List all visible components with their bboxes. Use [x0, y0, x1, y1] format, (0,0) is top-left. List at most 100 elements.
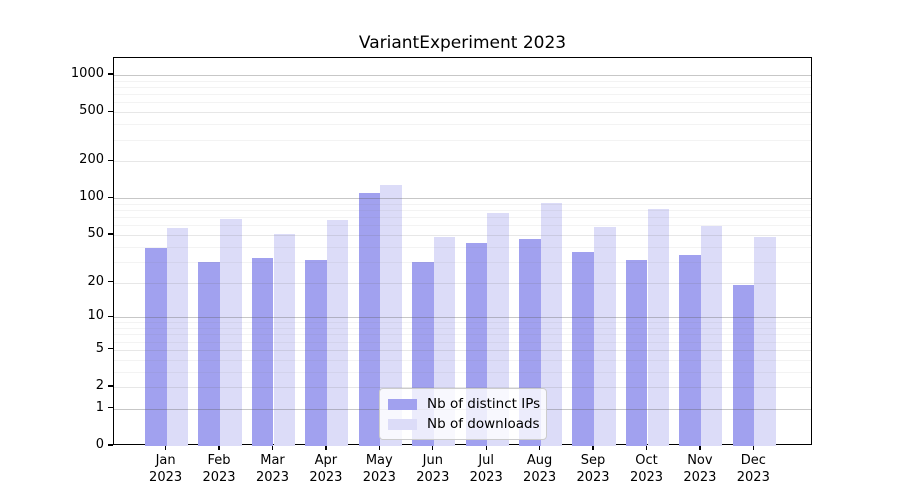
minor-gridline-8 — [114, 328, 811, 329]
x-tick-mark-jul — [485, 445, 487, 450]
legend-label-nb-of-downloads: Nb of downloads — [427, 416, 540, 432]
chart-title: VariantExperiment 2023 — [358, 33, 567, 53]
y-tick-mark-100 — [108, 196, 113, 198]
bar-nb-of-distinct-ips-mar — [251, 258, 274, 446]
gridline-10 — [114, 317, 811, 319]
bar-nb-of-downloads-jul — [487, 213, 509, 446]
y-tick-mark-50 — [108, 233, 113, 235]
x-tick-label-mar: Mar 2023 — [255, 453, 290, 485]
y-tick-label-5: 5 — [95, 340, 104, 356]
minor-gridline-400 — [114, 124, 811, 126]
minor-gridline-900 — [114, 80, 811, 82]
minor-gridline-7 — [114, 334, 811, 336]
gridline-200 — [114, 161, 811, 163]
bar-nb-of-downloads-may — [380, 185, 402, 446]
y-tick-label-100: 100 — [79, 189, 104, 205]
gridline-5 — [114, 349, 811, 351]
x-tick-label-jul: Jul 2023 — [469, 453, 503, 485]
minor-gridline-600 — [114, 102, 811, 104]
x-tick-label-oct: Oct 2023 — [629, 453, 664, 485]
bar-nb-of-distinct-ips-feb — [198, 261, 220, 446]
x-tick-label-nov: Nov 2023 — [683, 453, 717, 485]
x-tick-label-feb: Feb 2023 — [202, 453, 236, 485]
y-tick-label-0: 0 — [95, 437, 104, 452]
y-tick-mark-1 — [108, 407, 113, 409]
x-tick-label-jan: Jan 2023 — [149, 453, 183, 485]
minor-gridline-40 — [114, 246, 811, 248]
y-tick-mark-2 — [108, 385, 113, 387]
minor-gridline-60 — [114, 225, 811, 227]
x-tick-label-jun: Jun 2023 — [416, 453, 450, 485]
legend: Nb of distinct IPs Nb of downloads — [379, 388, 547, 440]
legend-swatch-nb-of-downloads — [388, 418, 417, 430]
gridline-50 — [114, 234, 811, 236]
y-tick-label-2: 2 — [95, 378, 104, 393]
bar-nb-of-distinct-ips-sep — [572, 252, 594, 446]
bar-nb-of-distinct-ips-apr — [305, 259, 327, 446]
bar-nb-of-distinct-ips-dec — [732, 285, 755, 446]
plot-area — [113, 57, 812, 446]
minor-gridline-700 — [114, 94, 811, 96]
x-tick-mark-oct — [645, 445, 648, 450]
y-tick-label-10: 10 — [87, 308, 104, 324]
minor-gridline-800 — [114, 87, 811, 88]
x-tick-mark-apr — [325, 445, 327, 450]
bar-nb-of-downloads-mar — [273, 233, 296, 446]
legend-swatch-nb-of-distinct-ips — [388, 398, 417, 410]
gridlines-layer — [114, 58, 811, 444]
minor-gridline-3 — [114, 371, 811, 373]
bar-nb-of-downloads-aug — [540, 203, 563, 446]
gridline-500 — [114, 112, 811, 114]
bar-nb-of-downloads-dec — [754, 237, 776, 446]
y-tick-mark-10 — [108, 315, 113, 317]
minor-gridline-30 — [114, 261, 811, 263]
minor-gridline-70 — [114, 217, 811, 219]
legend-item-nb-of-downloads: Nb of downloads — [388, 415, 540, 433]
x-tick-mark-sep — [592, 445, 594, 450]
gridline-1000 — [114, 75, 811, 76]
minor-gridline-90 — [114, 203, 811, 205]
bar-nb-of-downloads-nov — [700, 226, 723, 446]
bar-nb-of-distinct-ips-oct — [625, 259, 648, 446]
minor-gridline-9 — [114, 322, 811, 324]
bar-nb-of-downloads-feb — [220, 219, 242, 446]
bar-nb-of-downloads-apr — [326, 220, 349, 446]
x-tick-mark-aug — [539, 445, 541, 450]
x-tick-mark-feb — [218, 445, 220, 450]
x-tick-label-dec: Dec 2023 — [736, 453, 770, 485]
minor-gridline-80 — [114, 210, 811, 211]
y-tick-label-50: 50 — [87, 225, 104, 241]
y-tick-mark-0 — [108, 444, 113, 446]
x-tick-label-sep: Sep 2023 — [576, 453, 610, 485]
y-tick-label-1: 1 — [95, 399, 104, 415]
x-tick-mark-mar — [271, 445, 274, 450]
y-tick-mark-5 — [108, 348, 113, 350]
gridline-100 — [114, 198, 811, 200]
y-tick-mark-20 — [108, 280, 113, 283]
x-tick-label-aug: Aug 2023 — [523, 453, 557, 485]
x-tick-mark-nov — [699, 445, 701, 450]
x-tick-label-apr: Apr 2023 — [309, 453, 343, 485]
bar-nb-of-distinct-ips-jan — [145, 247, 167, 446]
y-tick-label-200: 200 — [79, 152, 104, 168]
y-tick-mark-200 — [108, 159, 113, 161]
minor-gridline-6 — [114, 341, 811, 343]
minor-gridline-300 — [114, 139, 811, 141]
bar-nb-of-downloads-oct — [647, 209, 670, 446]
x-tick-mark-dec — [752, 445, 754, 450]
gridline-2 — [114, 387, 811, 388]
bar-nb-of-distinct-ips-nov — [679, 255, 701, 446]
bar-nb-of-downloads-sep — [594, 227, 616, 446]
y-tick-mark-1000 — [108, 73, 113, 75]
x-tick-label-may: May 2023 — [362, 453, 396, 485]
y-tick-mark-500 — [108, 110, 113, 112]
legend-item-nb-of-distinct-ips: Nb of distinct IPs — [388, 395, 540, 413]
gridline-20 — [114, 282, 811, 284]
y-tick-label-500: 500 — [79, 103, 104, 119]
minor-gridline-4 — [114, 359, 811, 361]
x-tick-mark-jan — [165, 445, 167, 450]
y-tick-label-20: 20 — [87, 273, 104, 289]
bar-nb-of-distinct-ips-may — [358, 192, 381, 446]
bar-nb-of-downloads-jan — [166, 228, 189, 446]
